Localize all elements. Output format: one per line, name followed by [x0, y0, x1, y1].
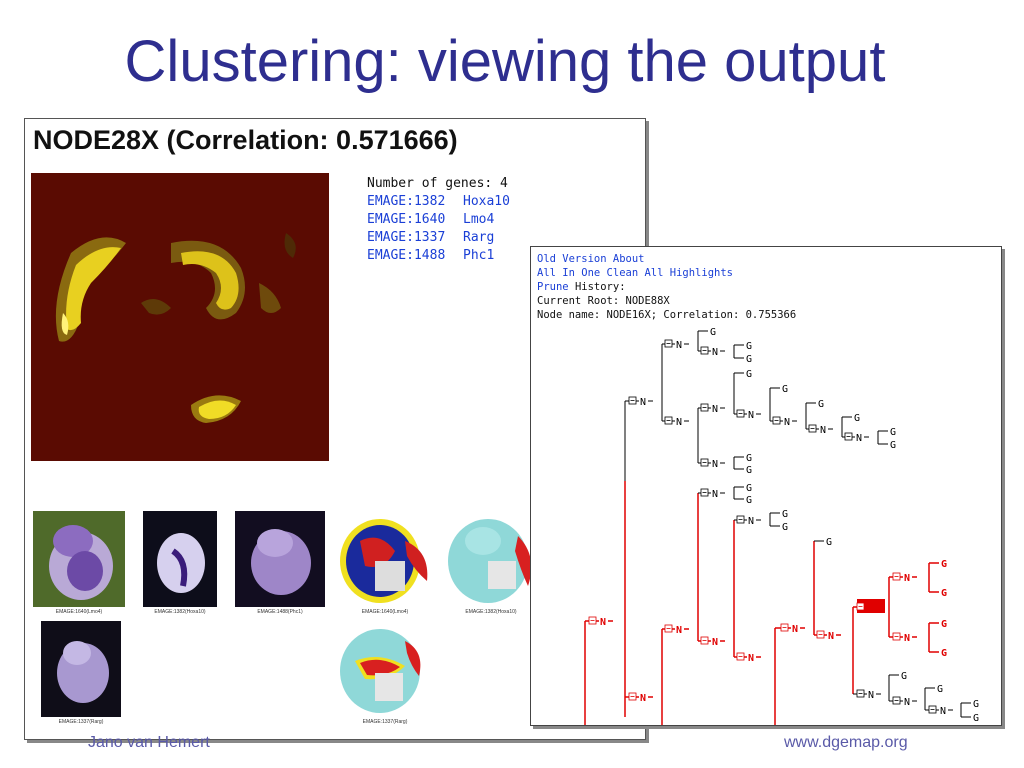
embryo-thumbnail[interactable] — [33, 511, 125, 607]
tree-gene-label[interactable]: G — [854, 413, 860, 424]
gene-id-link[interactable]: EMAGE:1640 — [367, 212, 446, 227]
tree-gene-label[interactable]: G — [941, 648, 947, 659]
heatmap-thumbnail[interactable] — [335, 621, 435, 717]
thumbnail-caption: EMAGE:1640(Lmo4) — [55, 609, 103, 615]
tree-node-label[interactable]: N — [904, 633, 910, 644]
tree-gene-label[interactable]: G — [746, 453, 752, 464]
tree-node-label[interactable]: N — [868, 603, 874, 614]
thumbnail-caption: EMAGE:1382(Hoxa10) — [465, 609, 517, 615]
tree-node-label[interactable]: N — [856, 433, 862, 444]
tree-gene-label[interactable]: G — [710, 327, 716, 338]
gene-count: Number of genes: 4 — [367, 176, 508, 191]
thumbnail-caption: EMAGE:1640(Lmo4) — [361, 609, 409, 615]
tree-node-label[interactable]: N — [712, 404, 718, 415]
clean-highlights-link[interactable]: Clean All Highlights — [606, 267, 733, 279]
thumbnail-caption: EMAGE:1488(Phc1) — [257, 609, 303, 615]
tree-gene-label[interactable]: G — [746, 354, 752, 365]
thumbnail-caption: EMAGE:1337(Rarg) — [362, 719, 408, 725]
tree-node-label[interactable]: N — [712, 459, 718, 470]
tree-node-label[interactable]: N — [712, 347, 718, 358]
tree-gene-label[interactable]: G — [973, 699, 979, 710]
gene-name-link[interactable]: Hoxa10 — [463, 194, 510, 209]
heatmap-thumbnail[interactable] — [335, 511, 435, 607]
expression-heatmap — [31, 173, 329, 461]
prune-link[interactable]: Prune — [537, 281, 569, 293]
tree-node-label[interactable]: N — [868, 690, 874, 701]
tree-node-label[interactable]: N — [712, 637, 718, 648]
tree-node-label[interactable]: N — [712, 489, 718, 500]
tree-gene-label[interactable]: G — [782, 509, 788, 520]
tree-gene-label[interactable]: G — [746, 483, 752, 494]
gene-name-link[interactable]: Rarg — [463, 230, 495, 245]
tree-gene-label[interactable]: G — [941, 559, 947, 570]
tree-node-label[interactable]: N — [748, 410, 754, 421]
tree-gene-label[interactable]: G — [746, 465, 752, 476]
history-label: History: — [574, 281, 626, 293]
tree-node-label[interactable]: N — [904, 697, 910, 708]
tree-node-label[interactable]: N — [676, 625, 682, 636]
tree-node-label[interactable]: N — [676, 417, 682, 428]
tree-node-label[interactable]: N — [792, 624, 798, 635]
tree-node-label[interactable]: N — [820, 425, 826, 436]
menu-row-1: Old Version About — [537, 253, 644, 265]
tree-gene-label[interactable]: G — [890, 427, 896, 438]
tree-node-label[interactable]: N — [640, 693, 646, 704]
website-url: www.dgemap.org — [784, 734, 908, 751]
tree-gene-label[interactable]: G — [782, 522, 788, 533]
gene-name-link[interactable]: Phc1 — [463, 248, 495, 263]
gene-name-link[interactable]: Lmo4 — [463, 212, 495, 227]
menu-row-2: All In One Clean All Highlights — [537, 267, 733, 279]
embryo-thumbnail[interactable] — [235, 511, 325, 607]
node-title: NODE28X (Correlation: 0.571666) — [33, 125, 458, 155]
heatmap-thumbnail[interactable] — [443, 511, 539, 607]
tree-node-label[interactable]: N — [676, 340, 682, 351]
gene-id-link[interactable]: EMAGE:1382 — [367, 194, 446, 209]
gene-row: EMAGE:1337 Rarg — [367, 229, 510, 247]
tree-gene-label[interactable]: G — [826, 537, 832, 548]
tree-node-label[interactable]: N — [640, 397, 646, 408]
gene-id-link[interactable]: EMAGE:1337 — [367, 230, 446, 245]
author-name: Jano van Hemert — [88, 734, 210, 751]
thumbnail-caption: EMAGE:1337(Rarg) — [58, 719, 104, 725]
tree-node-label[interactable]: N — [904, 573, 910, 584]
tree-gene-label[interactable]: G — [901, 671, 907, 682]
tree-gene-label[interactable]: G — [782, 384, 788, 395]
tree-gene-label[interactable]: G — [973, 713, 979, 724]
node-info-label: Node name: NODE16X; Correlation: 0.75536… — [537, 309, 797, 321]
gene-row: EMAGE:1382 Hoxa10 — [367, 193, 510, 211]
tree-node-label[interactable]: N — [828, 631, 834, 642]
slide-title: Clustering: viewing the output — [124, 29, 886, 94]
current-root-label: Current Root: NODE88X — [537, 295, 670, 307]
tree-gene-label[interactable]: G — [890, 440, 896, 451]
old-version-link[interactable]: Old Version — [537, 253, 607, 265]
tree-gene-label[interactable]: G — [941, 588, 947, 599]
gene-id-link[interactable]: EMAGE:1488 — [367, 248, 446, 263]
tree-gene-label[interactable]: G — [937, 684, 943, 695]
tree-gene-label[interactable]: G — [746, 341, 752, 352]
about-link[interactable]: About — [612, 253, 645, 265]
tree-node-label[interactable]: N — [940, 706, 946, 717]
tree-node-label[interactable]: N — [600, 617, 606, 628]
gene-row: EMAGE:1488 Phc1 — [367, 247, 510, 265]
gene-list: Number of genes: 4 EMAGE:1382 Hoxa10 EMAG… — [367, 175, 510, 265]
dendrogram[interactable]: NNGNGGNNGNGNGNGNGGNGGNNNNGGNNGGNNGNNNGGN… — [531, 247, 1001, 725]
tree-gene-label[interactable]: G — [746, 369, 752, 380]
tree-viewer-window: Old Version About All In One Clean All H… — [530, 246, 1002, 726]
all-in-one-link[interactable]: All In One — [537, 267, 601, 279]
tree-node-label[interactable]: N — [748, 653, 754, 664]
tree-node-label[interactable]: N — [784, 417, 790, 428]
thumbnail-caption: EMAGE:1382(Hoxa10) — [154, 609, 206, 615]
embryo-thumbnail[interactable] — [41, 621, 121, 717]
gene-row: EMAGE:1640 Lmo4 — [367, 211, 510, 229]
tree-node-label[interactable]: N — [748, 516, 754, 527]
tree-gene-label[interactable]: G — [818, 399, 824, 410]
embryo-thumbnail[interactable] — [143, 511, 217, 607]
tree-gene-label[interactable]: G — [746, 495, 752, 506]
tree-gene-label[interactable]: G — [941, 619, 947, 630]
menu-row-3: Prune History: — [537, 281, 626, 293]
